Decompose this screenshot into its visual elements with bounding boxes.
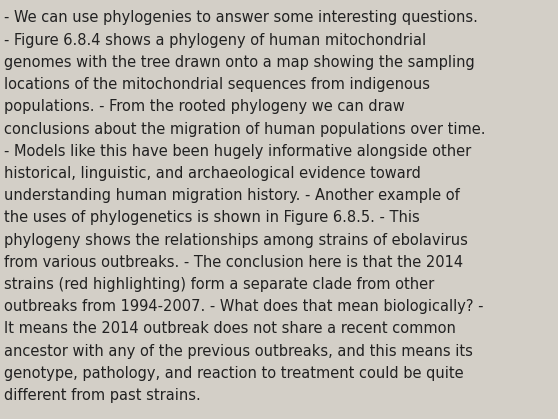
Text: genotype, pathology, and reaction to treatment could be quite: genotype, pathology, and reaction to tre… <box>4 366 464 381</box>
Text: from various outbreaks. - The conclusion here is that the 2014: from various outbreaks. - The conclusion… <box>4 255 464 270</box>
Text: genomes with the tree drawn onto a map showing the sampling: genomes with the tree drawn onto a map s… <box>4 55 475 70</box>
Text: - We can use phylogenies to answer some interesting questions.: - We can use phylogenies to answer some … <box>4 10 478 26</box>
Text: the uses of phylogenetics is shown in Figure 6.8.5. - This: the uses of phylogenetics is shown in Fi… <box>4 210 420 225</box>
Text: strains (red highlighting) form a separate clade from other: strains (red highlighting) form a separa… <box>4 277 435 292</box>
Text: ancestor with any of the previous outbreaks, and this means its: ancestor with any of the previous outbre… <box>4 344 473 359</box>
Text: historical, linguistic, and archaeological evidence toward: historical, linguistic, and archaeologic… <box>4 166 421 181</box>
Text: understanding human migration history. - Another example of: understanding human migration history. -… <box>4 188 460 203</box>
Text: - Figure 6.8.4 shows a phylogeny of human mitochondrial: - Figure 6.8.4 shows a phylogeny of huma… <box>4 33 426 48</box>
Text: It means the 2014 outbreak does not share a recent common: It means the 2014 outbreak does not shar… <box>4 321 456 336</box>
Text: conclusions about the migration of human populations over time.: conclusions about the migration of human… <box>4 122 486 137</box>
Text: - Models like this have been hugely informative alongside other: - Models like this have been hugely info… <box>4 144 472 159</box>
Text: outbreaks from 1994-2007. - What does that mean biologically? -: outbreaks from 1994-2007. - What does th… <box>4 299 484 314</box>
Text: locations of the mitochondrial sequences from indigenous: locations of the mitochondrial sequences… <box>4 77 430 92</box>
Text: populations. - From the rooted phylogeny we can draw: populations. - From the rooted phylogeny… <box>4 99 405 114</box>
Text: different from past strains.: different from past strains. <box>4 388 201 403</box>
Text: phylogeny shows the relationships among strains of ebolavirus: phylogeny shows the relationships among … <box>4 233 468 248</box>
